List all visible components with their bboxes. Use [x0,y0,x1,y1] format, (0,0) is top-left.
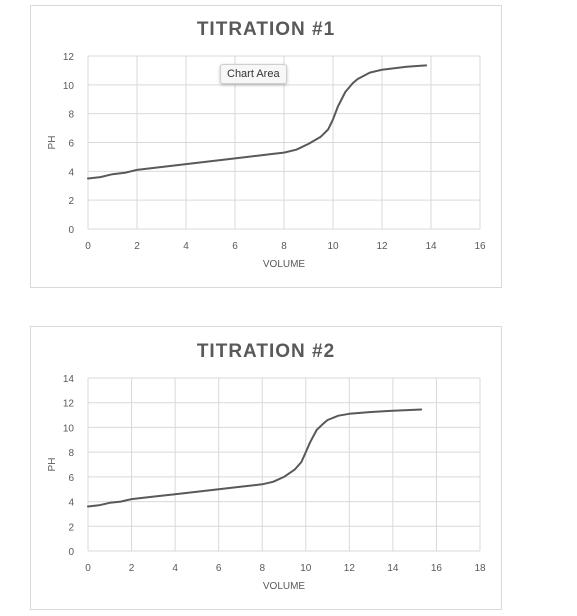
y-tick-label: 6 [68,139,74,150]
x-tick-label: 2 [134,241,140,252]
x-tick-label: 14 [425,241,437,252]
x-tick-label: 4 [183,241,189,252]
x-tick-label: 0 [85,241,91,252]
chart-area-tooltip: Chart Area [220,64,287,84]
y-tick-label: 4 [68,167,74,178]
y-axis-label: PH [47,458,58,472]
chart-area-2[interactable]: TITRATION #2 0 2 4 6 8 10 12 14 0 2 4 6 8 10 12 14 16 18 V… [30,326,502,610]
x-tick-label: 12 [376,241,388,252]
y-tick-label: 0 [68,547,74,558]
x-tick-label: 6 [216,563,222,574]
series-line [87,408,423,508]
x-tick-label: 16 [474,241,486,252]
chart-title: TITRATION #1 [196,19,336,40]
chart-plot-1: 0 2 4 6 8 10 12 0 2 4 6 8 10 12 14 16 VOLUME PH [47,52,486,270]
series-line [87,64,428,180]
chart-title: TITRATION #2 [196,341,336,362]
x-axis-label: VOLUME [263,259,306,270]
x-tick-label: 14 [387,563,399,574]
x-tick-label: 2 [129,563,135,574]
y-tick-label: 12 [63,52,75,63]
y-tick-label: 8 [68,110,74,121]
x-tick-label: 12 [344,563,356,574]
y-tick-label: 4 [68,498,74,509]
y-axis-label: PH [47,136,58,150]
y-tick-label: 12 [63,399,75,410]
x-tick-label: 10 [327,241,339,252]
y-tick-label: 2 [68,522,74,533]
y-tick-label: 0 [68,225,74,236]
y-tick-label: 10 [63,423,75,434]
x-tick-label: 4 [172,563,178,574]
chart-area-1[interactable]: TITRATION #1 0 2 4 6 8 10 12 0 2 4 6 8 10 12 14 16 VOLUM… [30,5,502,288]
x-tick-label: 6 [232,241,238,252]
x-tick-label: 10 [300,563,312,574]
chart-plot-2: 0 2 4 6 8 10 12 14 0 2 4 6 8 10 12 14 16 18 VOLUME PH [47,374,486,592]
y-tick-label: 6 [68,473,74,484]
y-tick-label: 14 [63,374,75,385]
x-tick-label: 0 [85,563,91,574]
x-tick-label: 16 [431,563,443,574]
x-axis-label: VOLUME [263,581,306,592]
y-tick-label: 10 [63,81,75,92]
y-tick-label: 2 [68,196,74,207]
y-tick-label: 8 [68,448,74,459]
x-tick-label: 18 [474,563,486,574]
x-tick-label: 8 [259,563,265,574]
x-tick-label: 8 [281,241,287,252]
